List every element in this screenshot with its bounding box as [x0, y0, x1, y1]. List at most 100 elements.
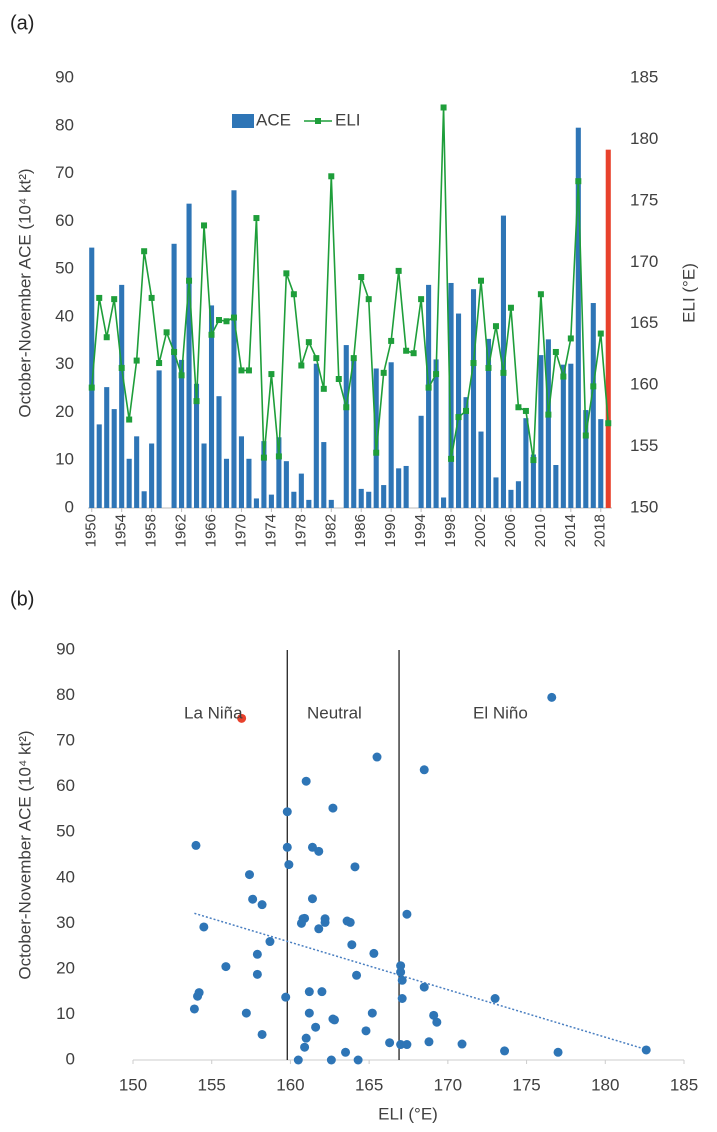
- bar: [455, 313, 462, 508]
- scatter-point: [241, 1008, 251, 1018]
- x-tick-label: 1998: [442, 514, 459, 547]
- scatter-point: [396, 961, 406, 971]
- line-marker: [245, 367, 252, 374]
- bar: [238, 436, 245, 508]
- line-marker: [455, 414, 462, 421]
- line-marker: [522, 407, 529, 414]
- bar: [186, 203, 192, 508]
- bar: [560, 364, 566, 508]
- line-marker: [111, 296, 118, 303]
- scatter-point: [353, 1055, 363, 1065]
- bar: [216, 396, 222, 508]
- scatter-point: [457, 1039, 467, 1049]
- scatter-point: [304, 1008, 314, 1018]
- line-marker: [126, 416, 133, 423]
- line-marker: [380, 369, 387, 376]
- bar: [553, 465, 559, 508]
- scatter-point: [221, 962, 231, 972]
- x-tick-label: 1990: [382, 514, 399, 547]
- x-tick-label: 1950: [83, 514, 100, 547]
- scatter-point: [352, 970, 362, 980]
- bar: [111, 409, 117, 508]
- bar: [463, 397, 469, 508]
- y-tick-label: 90: [56, 639, 75, 658]
- annotation: El Niño: [473, 703, 528, 722]
- x-tick-label: 1954: [113, 514, 130, 547]
- line-marker: [560, 373, 567, 380]
- bar: [96, 424, 102, 508]
- y2-tick-label: 165: [630, 313, 658, 332]
- scatter-point: [326, 1055, 336, 1065]
- bar: [545, 339, 551, 508]
- line-marker: [440, 104, 447, 111]
- line-marker: [305, 339, 312, 346]
- scatter-point: [265, 937, 275, 947]
- scatter-point: [257, 1029, 267, 1039]
- y-tick-label: 30: [55, 354, 74, 373]
- scatter-point: [301, 776, 311, 786]
- bar: [119, 284, 125, 508]
- line-marker: [500, 369, 507, 376]
- bar: [246, 458, 252, 508]
- scatter-point: [300, 1042, 310, 1052]
- bar: [298, 473, 304, 508]
- line-marker: [492, 323, 499, 330]
- bar: [358, 488, 364, 508]
- bar: [381, 485, 387, 508]
- line-marker: [582, 432, 589, 439]
- scatter-point: [641, 1045, 651, 1055]
- bar: [343, 345, 349, 508]
- y-tick-label: 90: [55, 67, 74, 86]
- y-tick-label: 0: [66, 1049, 75, 1068]
- scatter-point: [402, 909, 412, 919]
- bar: [313, 363, 319, 508]
- scatter-point: [293, 1055, 303, 1065]
- y2-tick-label: 180: [630, 129, 658, 148]
- line-marker: [373, 449, 380, 456]
- scatter-point: [328, 1014, 338, 1024]
- line-marker: [590, 383, 597, 390]
- x-tick-label: 2010: [532, 514, 549, 547]
- scatter-point: [257, 900, 267, 910]
- y2-tick-label: 150: [630, 497, 658, 516]
- line-marker: [433, 371, 440, 378]
- bar: [388, 362, 394, 508]
- scatter-point: [361, 1026, 371, 1036]
- y-tick-label: 70: [55, 163, 74, 182]
- bar: [276, 437, 282, 508]
- y-tick-label: 20: [55, 402, 74, 421]
- scatter-point: [369, 948, 379, 958]
- x-tick-label: 150: [119, 1075, 147, 1094]
- scatter-point: [419, 765, 429, 775]
- bar: [134, 436, 140, 508]
- bar: [104, 387, 110, 508]
- scatter-point: [301, 1033, 311, 1043]
- scatter-point: [345, 917, 355, 927]
- scatter-point: [500, 1046, 510, 1056]
- scatter-point: [237, 713, 247, 723]
- bar: [426, 284, 432, 508]
- x-axis-title: ELI (°E): [378, 1104, 438, 1123]
- line-marker: [418, 296, 425, 303]
- line-marker: [545, 411, 552, 418]
- line-marker: [201, 222, 208, 229]
- line-marker: [507, 304, 514, 311]
- y-tick-label: 70: [56, 731, 75, 750]
- bar: [448, 282, 454, 508]
- y2-tick-label: 175: [630, 190, 658, 209]
- line-marker: [96, 294, 103, 301]
- bar: [403, 465, 409, 508]
- scatter-point: [311, 1022, 321, 1032]
- y2-tick-label: 185: [630, 67, 658, 86]
- scatter-point: [347, 940, 357, 950]
- bar: [223, 458, 230, 508]
- line-marker: [350, 355, 357, 362]
- scatter-point: [553, 1047, 563, 1057]
- bar: [575, 127, 581, 508]
- y-tick-label: 80: [55, 115, 74, 134]
- scatter-point: [314, 924, 324, 934]
- line-marker: [171, 348, 178, 355]
- bar: [328, 499, 334, 508]
- bar: [283, 461, 289, 508]
- y-axis-title: October-November ACE (10⁴ kt²): [15, 730, 34, 979]
